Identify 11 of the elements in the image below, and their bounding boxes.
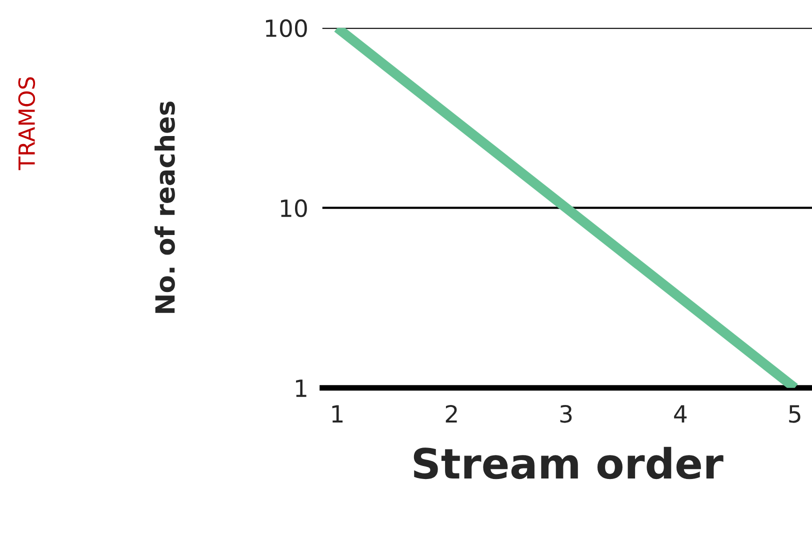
y-tick-label: 100 [266, 19, 307, 38]
y-axis-title: No. of reaches [154, 102, 175, 313]
x-tick-label: 4 [674, 405, 687, 422]
x-axis-title: Stream order [414, 446, 724, 480]
x-tick-label: 5 [789, 405, 800, 423]
y-tick-label: 1 [296, 380, 306, 397]
x-tick-label: 3 [560, 404, 572, 423]
x-tick-label: 1 [332, 405, 343, 422]
x-tick-label: 2 [446, 404, 457, 422]
y-tick-label: 10 [281, 199, 307, 218]
text: TRAMOS [18, 77, 36, 170]
